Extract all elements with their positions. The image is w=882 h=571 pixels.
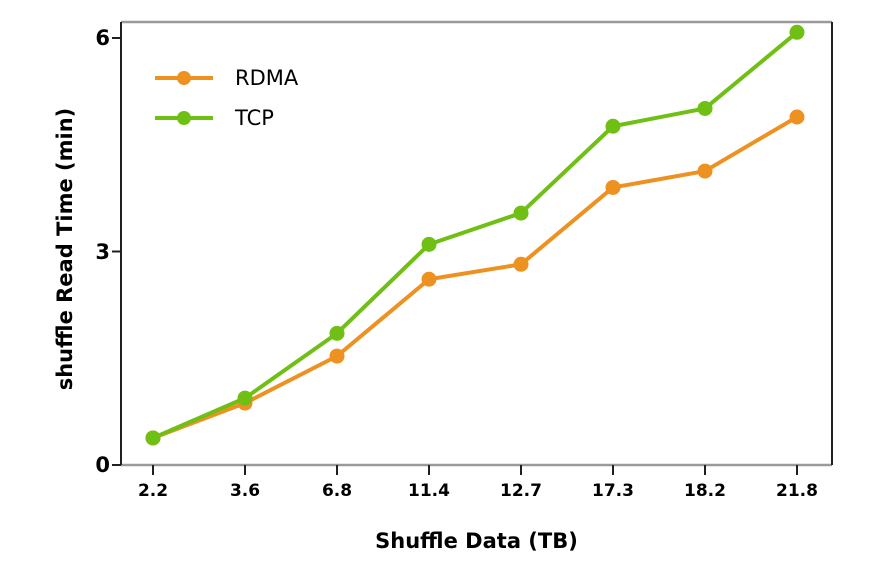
data-point-rdma-4[interactable]	[513, 256, 529, 272]
y-tick-label: 0	[95, 453, 110, 477]
data-point-tcp-6[interactable]	[697, 100, 713, 116]
legend: RDMA TCP	[155, 58, 298, 138]
legend-item-rdma[interactable]: RDMA	[155, 58, 298, 98]
x-tick-label-2: 6.8	[321, 481, 353, 501]
data-point-rdma-6[interactable]	[697, 163, 713, 179]
x-tick-label-0: 2.2	[137, 481, 169, 501]
data-point-rdma-5[interactable]	[605, 179, 621, 195]
data-point-rdma-7[interactable]	[789, 109, 805, 125]
data-point-tcp-7[interactable]	[789, 24, 805, 40]
legend-label-tcp: TCP	[235, 106, 274, 130]
data-point-rdma-2[interactable]	[329, 348, 345, 364]
series-tcp	[145, 24, 805, 446]
legend-marker-rdma	[177, 71, 191, 85]
data-point-tcp-4[interactable]	[513, 205, 529, 221]
x-tick-label-5: 17.3	[592, 481, 634, 501]
x-tick-label-7: 21.8	[776, 481, 818, 501]
legend-label-rdma: RDMA	[235, 66, 299, 90]
legend-swatch-tcp	[155, 110, 213, 126]
data-point-tcp-0[interactable]	[145, 430, 161, 446]
data-point-rdma-3[interactable]	[421, 271, 437, 287]
x-axis-title: Shuffle Data (TB)	[375, 529, 578, 553]
y-tick-label: 3	[95, 240, 110, 264]
series-line-tcp	[151, 30, 799, 440]
x-tick-label-6: 18.2	[684, 481, 726, 501]
data-point-tcp-3[interactable]	[421, 236, 437, 252]
data-point-tcp-5[interactable]	[605, 118, 621, 134]
data-point-tcp-2[interactable]	[329, 325, 345, 341]
legend-item-tcp[interactable]: TCP	[155, 98, 298, 138]
data-point-tcp-1[interactable]	[237, 390, 253, 406]
legend-marker-tcp	[177, 111, 191, 125]
x-tick-label-4: 12.7	[500, 481, 542, 501]
y-tick-label: 6	[95, 26, 110, 50]
x-tick-label-1: 3.6	[229, 481, 261, 501]
legend-swatch-rdma	[155, 70, 213, 86]
x-tick-label-3: 11.4	[408, 481, 450, 501]
series-line-rdma	[151, 114, 799, 440]
